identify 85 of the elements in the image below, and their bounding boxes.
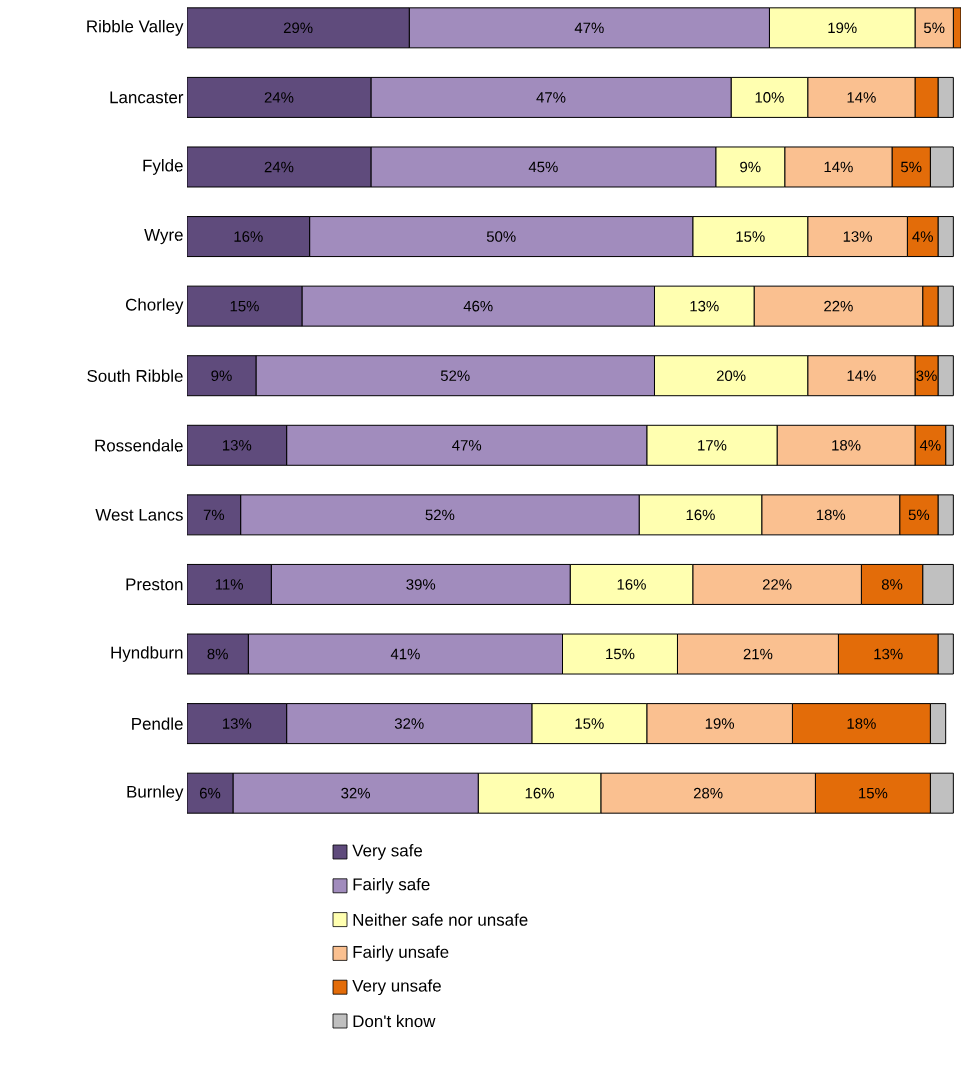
data-label: 17% [698, 440, 727, 451]
data-label: 32% [394, 718, 424, 729]
y-tick-label: Ribble Valley [87, 19, 184, 36]
data-label: 13% [223, 718, 252, 729]
data-label: 13% [223, 439, 252, 451]
data-label: 32% [341, 787, 371, 799]
data-label: 39% [406, 579, 436, 590]
data-label: 46% [463, 300, 493, 312]
data-label: 50% [486, 231, 516, 242]
data-label: 47% [452, 440, 482, 451]
data-label: 18% [832, 439, 861, 451]
data-label: 11% [215, 579, 244, 590]
data-label: 28% [693, 787, 723, 799]
data-label: 15% [859, 787, 888, 799]
data-label: 8% [881, 579, 903, 590]
data-label: 18% [847, 718, 876, 729]
bar [187, 355, 257, 397]
data-label: 16% [525, 787, 554, 799]
legend-label: Fairly safe [353, 877, 430, 894]
bar [187, 424, 288, 466]
bar [187, 703, 288, 745]
legend-label: Don't know [353, 1014, 436, 1028]
data-label: 16% [686, 509, 715, 521]
data-label: 52% [440, 370, 470, 381]
bar [187, 146, 372, 188]
data-label: 13% [843, 231, 872, 242]
data-label: 19% [705, 718, 735, 729]
y-tick-label: Rossendale [95, 439, 183, 452]
data-label: 13% [690, 300, 719, 312]
bar [187, 633, 249, 675]
bar [187, 285, 303, 327]
data-label: 4% [919, 440, 941, 451]
data-label: 6% [199, 787, 221, 799]
data-label: 14% [824, 161, 853, 173]
y-tick-label: Wyre [144, 228, 183, 245]
data-label: 4% [912, 231, 933, 242]
y-tick-label: Lancaster [110, 91, 184, 104]
legend-label: Very safe [352, 844, 423, 860]
data-label: 16% [234, 231, 263, 242]
data-label: 24% [264, 92, 294, 103]
data-label: 47% [574, 22, 604, 34]
data-label: 13% [874, 648, 903, 660]
data-label: 9% [740, 161, 761, 173]
data-label: 8% [207, 648, 228, 660]
data-label: 22% [824, 300, 853, 312]
data-label: 52% [425, 509, 455, 521]
data-label: 21% [743, 648, 773, 660]
data-label: 9% [211, 370, 232, 381]
legend-label: Very unsafe [352, 979, 441, 996]
y-tick-label: South Ribble [87, 369, 183, 382]
data-label: 5% [900, 161, 922, 173]
data-label: 3% [916, 370, 937, 381]
data-label: 15% [736, 231, 765, 242]
legend-label: Fairly unsafe [353, 945, 449, 962]
data-label: 5% [923, 22, 945, 34]
y-tick-label: Hyndburn [111, 646, 183, 662]
bar [187, 563, 272, 605]
y-tick-label: Fylde [143, 159, 183, 175]
data-label: 10% [755, 92, 784, 103]
data-label: 14% [847, 370, 876, 381]
data-label: 16% [617, 579, 646, 590]
bar [187, 7, 410, 49]
y-tick-label: Preston [126, 578, 183, 591]
legend-label: Neither safe nor unsafe [353, 913, 528, 926]
y-tick-label: West Lancs [95, 508, 183, 521]
y-tick-label: Pendle [132, 717, 183, 730]
bar [187, 216, 311, 258]
data-label: 5% [908, 509, 930, 521]
data-label: 15% [575, 718, 604, 729]
data-label: 14% [847, 92, 876, 103]
bar [187, 76, 372, 118]
data-label: 15% [230, 300, 259, 312]
data-label: 29% [283, 22, 313, 34]
data-label: 18% [816, 509, 846, 521]
data-label: 7% [203, 509, 225, 521]
data-label: 22% [762, 579, 792, 590]
data-label: 19% [828, 22, 857, 34]
data-label: 45% [528, 161, 558, 173]
data-label: 41% [390, 648, 420, 660]
data-label: 47% [536, 92, 566, 103]
y-tick-label: Burnley [127, 785, 184, 802]
y-tick-label: Chorley [125, 298, 184, 315]
data-label: 24% [264, 161, 294, 173]
data-label: 20% [716, 370, 746, 381]
data-label: 15% [606, 648, 635, 660]
